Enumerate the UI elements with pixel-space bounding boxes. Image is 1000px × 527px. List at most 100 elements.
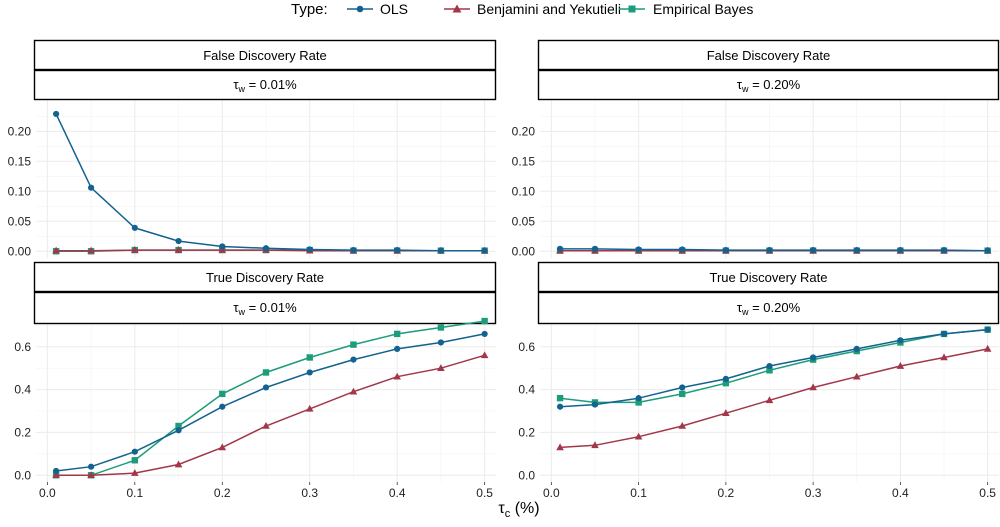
facet-subtitle-value: = 0.01% <box>245 77 297 92</box>
data-point-by <box>218 443 227 451</box>
y-tick-label: 0.20 <box>512 124 536 138</box>
data-point-by <box>349 387 358 395</box>
facet-subtitle-sub: w <box>741 307 749 317</box>
x-tick-label: 0.4 <box>389 486 406 500</box>
data-point-by <box>809 383 817 391</box>
facet-subtitle: τw = 0.20% <box>737 77 801 94</box>
data-point-by <box>87 471 95 479</box>
legend-ols-label: OLS <box>380 1 408 17</box>
y-tick-label: 0.15 <box>8 154 32 168</box>
data-point-ols <box>262 245 270 252</box>
data-point-ols <box>175 427 182 434</box>
y-tick-label: 0.0 <box>14 468 31 482</box>
data-point-by <box>634 432 643 440</box>
legend-title: Type: <box>291 1 328 18</box>
data-point-ols <box>262 384 270 391</box>
data-point-ols <box>722 375 729 382</box>
data-point-ols <box>591 245 599 252</box>
data-point-eb <box>131 457 139 464</box>
series-line-ols <box>55 113 485 252</box>
data-point-ols <box>306 369 313 376</box>
data-point-ols <box>219 403 226 410</box>
x-tick-label: 0.1 <box>126 486 143 500</box>
data-point-ols <box>635 395 642 402</box>
data-point-by <box>437 364 445 371</box>
legend-item-by: Benjamini and Yekutieli <box>444 1 621 17</box>
data-point-ols <box>306 246 313 253</box>
y-tick-label: 0.00 <box>8 244 32 258</box>
y-tick-label: 0.20 <box>8 124 32 138</box>
data-point-ols <box>131 448 138 455</box>
legend-item-ols: OLS <box>347 1 408 17</box>
data-point-ols <box>131 224 138 231</box>
data-point-ols <box>984 326 991 333</box>
data-point-eb <box>175 422 182 430</box>
data-point-ols <box>350 356 357 363</box>
facet-subtitle: τw = 0.20% <box>737 300 801 317</box>
data-point-eb <box>722 379 730 387</box>
y-tick-label: 0.2 <box>518 425 535 439</box>
y-tick-label: 0.00 <box>512 244 536 258</box>
x-tick-label: 0.0 <box>39 486 56 500</box>
x-tick-label: 0.4 <box>892 486 909 500</box>
facet-strip-tau <box>537 69 1000 101</box>
x-tick-label: 0.1 <box>630 486 647 500</box>
data-point-by <box>940 353 948 361</box>
y-tick-label: 0.0 <box>518 468 535 482</box>
legend-by-marker <box>452 4 462 13</box>
legend-eb-label: Empirical Bayes <box>653 1 753 17</box>
facet-subtitle-sub: w <box>237 84 245 94</box>
data-point-ols <box>635 246 642 253</box>
facet-subtitle-value: = 0.20% <box>748 300 800 315</box>
data-point-by <box>52 246 60 254</box>
x-tick-label: 0.3 <box>301 486 318 500</box>
data-point-ols <box>556 245 564 252</box>
data-point-by <box>174 246 183 253</box>
x-axis-title-symbol: τ <box>498 500 505 517</box>
series-line-ols <box>56 333 485 472</box>
x-tick-label: 0.2 <box>718 486 735 500</box>
data-point-by <box>393 372 401 380</box>
y-tick-label: 0.2 <box>14 425 31 439</box>
data-point-eb <box>350 341 357 348</box>
data-point-eb <box>219 390 226 398</box>
data-point-ols <box>679 246 686 253</box>
y-tick-label: 0.6 <box>518 340 535 354</box>
data-point-ols <box>853 246 860 254</box>
y-tick-label: 0.05 <box>512 214 536 228</box>
legend-item-eb: Empirical Bayes <box>619 1 753 17</box>
facet-subtitle: τw = 0.01% <box>233 77 297 94</box>
data-point-ols <box>350 246 357 254</box>
series-line-eb <box>560 328 988 404</box>
data-point-ols <box>87 463 95 470</box>
facet-strip-tau <box>537 291 1000 325</box>
facet-strip-metric <box>33 261 497 293</box>
facet-subtitle-symbol: τ <box>233 300 239 315</box>
data-point-by <box>174 460 183 468</box>
data-point-ols <box>810 246 817 254</box>
data-point-by <box>678 421 687 429</box>
x-tick-label: 0.2 <box>214 486 231 500</box>
data-point-by <box>896 362 905 369</box>
data-point-ols <box>766 246 773 254</box>
facet-subtitle-value: = 0.01% <box>245 300 297 315</box>
data-point-by <box>305 404 314 412</box>
data-point-ols <box>481 330 488 338</box>
y-tick-label: 0.15 <box>512 154 536 168</box>
facet-title: False Discovery Rate <box>707 48 831 63</box>
data-point-by <box>722 409 730 416</box>
legend: Type: OLS Benjamini and Yekutieli Empiri… <box>291 1 753 18</box>
facet-strip-tau <box>33 69 497 101</box>
panel-3: True Discovery Rate τw = 0.01% 0.0 0.2 0.4 0.… <box>14 261 497 500</box>
data-point-ols <box>940 330 948 338</box>
data-point-ols <box>87 184 95 191</box>
y-tick-label: 0.05 <box>8 214 32 228</box>
data-point-eb <box>393 330 401 338</box>
panel-4: True Discovery Rate τw = 0.20% 0.0 0.2 0.4 0.… <box>518 261 1000 500</box>
data-point-by <box>131 246 139 253</box>
legend-by-label: Benjamini and Yekutieli <box>477 1 621 17</box>
legend-ols-marker <box>356 5 364 13</box>
data-point-eb <box>306 354 313 361</box>
